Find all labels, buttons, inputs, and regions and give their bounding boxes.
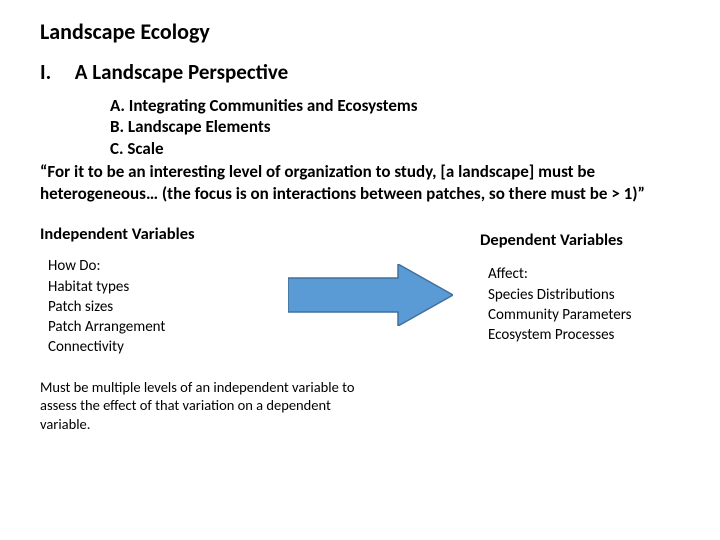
section-text: A Landscape Perspective bbox=[75, 59, 289, 85]
independent-lead: How Do: bbox=[48, 256, 280, 276]
footnote-text: Must be multiple levels of an independen… bbox=[40, 378, 360, 435]
independent-heading: Independent Variables bbox=[40, 224, 280, 244]
arrow-right-icon bbox=[288, 264, 453, 326]
independent-item-1: Habitat types bbox=[48, 277, 280, 297]
sub-item-b: B. Landscape Elements bbox=[110, 116, 680, 137]
section-sublist: A. Integrating Communities and Ecosystem… bbox=[110, 95, 680, 159]
independent-item-4: Connectivity bbox=[48, 337, 280, 357]
independent-item-2: Patch sizes bbox=[48, 297, 280, 317]
sub-item-c: C. Scale bbox=[110, 138, 680, 159]
independent-item-3: Patch Arrangement bbox=[48, 317, 280, 337]
dependent-lead: Affect: bbox=[488, 264, 680, 284]
arrow-column bbox=[280, 224, 460, 326]
dependent-item-2: Community Parameters bbox=[488, 305, 680, 325]
independent-list: How Do: Habitat types Patch sizes Patch … bbox=[48, 256, 280, 357]
dependent-item-1: Species Distributions bbox=[488, 285, 680, 305]
dependent-heading: Dependent Variables bbox=[480, 230, 680, 250]
independent-column: Independent Variables How Do: Habitat ty… bbox=[40, 224, 280, 357]
section-roman: I. bbox=[40, 59, 70, 85]
quote-text: “For it to be an interesting level of or… bbox=[40, 161, 680, 205]
dependent-column: Dependent Variables Affect: Species Dist… bbox=[460, 224, 680, 345]
dependent-item-3: Ecosystem Processes bbox=[488, 325, 680, 345]
section-heading: I. A Landscape Perspective bbox=[40, 59, 680, 85]
sub-item-a: A. Integrating Communities and Ecosystem… bbox=[110, 95, 680, 116]
variables-row: Independent Variables How Do: Habitat ty… bbox=[40, 224, 680, 357]
dependent-list: Affect: Species Distributions Community … bbox=[488, 264, 680, 345]
page-title: Landscape Ecology bbox=[40, 18, 680, 45]
slide-container: Landscape Ecology I. A Landscape Perspec… bbox=[0, 0, 720, 540]
